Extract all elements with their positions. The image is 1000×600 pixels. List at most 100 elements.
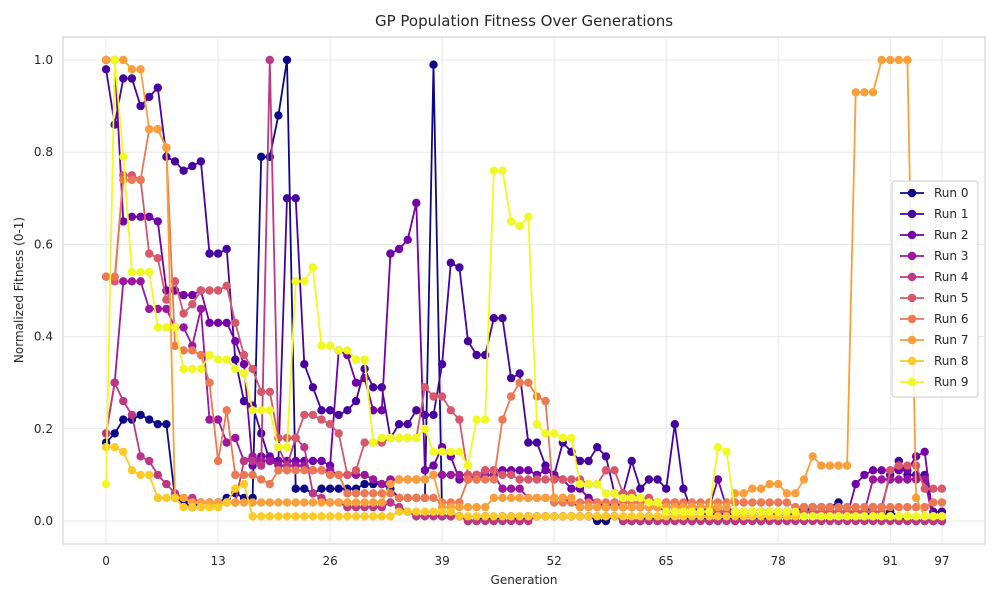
data-point <box>756 498 766 507</box>
data-point <box>282 443 292 452</box>
data-point <box>610 502 619 512</box>
data-point <box>446 406 455 415</box>
x-tick-label: 97 <box>934 554 949 568</box>
data-point <box>145 92 154 102</box>
data-point <box>179 290 188 300</box>
data-point <box>325 470 335 480</box>
data-point <box>213 318 223 327</box>
data-point <box>894 502 903 512</box>
data-point <box>532 420 542 429</box>
data-point <box>825 512 835 521</box>
data-point <box>274 443 283 452</box>
data-point <box>705 507 714 516</box>
data-point <box>886 466 895 475</box>
data-point <box>213 286 223 295</box>
data-point <box>894 512 903 521</box>
data-point <box>145 415 154 424</box>
data-point <box>377 489 386 498</box>
data-point <box>153 470 162 480</box>
data-point <box>205 286 214 295</box>
data-point <box>205 249 214 258</box>
data-point <box>455 502 464 512</box>
data-point <box>291 433 300 443</box>
data-point <box>351 489 361 498</box>
data-point <box>791 507 800 516</box>
data-point <box>868 475 878 484</box>
legend-swatch-marker <box>907 230 917 240</box>
data-point <box>782 489 791 498</box>
data-point <box>317 415 326 424</box>
data-point <box>136 410 145 420</box>
data-point <box>231 470 240 480</box>
data-point <box>343 470 352 480</box>
data-point <box>627 502 636 512</box>
data-point <box>119 217 128 226</box>
data-point <box>145 267 154 277</box>
data-point <box>110 272 119 281</box>
data-point <box>231 433 240 443</box>
data-point <box>412 475 421 484</box>
data-point <box>420 507 430 516</box>
data-point <box>412 433 421 443</box>
data-point <box>351 512 361 521</box>
data-point <box>670 507 679 516</box>
data-point <box>317 341 326 350</box>
legend-label: Run 3 <box>934 249 968 263</box>
data-point <box>403 433 412 443</box>
data-point <box>110 443 119 452</box>
data-point <box>799 475 809 484</box>
data-point <box>541 512 550 521</box>
data-point <box>851 479 860 489</box>
data-point <box>748 484 757 493</box>
data-point <box>713 502 723 512</box>
data-point <box>239 369 249 378</box>
data-point <box>317 498 326 507</box>
data-point <box>644 498 654 507</box>
data-point <box>567 433 576 443</box>
data-point <box>489 493 498 503</box>
data-point <box>101 272 111 281</box>
data-point <box>541 493 550 503</box>
legend-swatch-marker <box>907 293 917 303</box>
legend-label: Run 0 <box>934 186 968 200</box>
data-point <box>162 420 171 429</box>
data-point <box>498 415 507 424</box>
data-point <box>145 212 154 221</box>
data-point <box>239 498 249 507</box>
data-point <box>231 337 240 346</box>
data-point <box>360 489 369 498</box>
data-point <box>636 493 645 503</box>
data-point <box>670 420 679 429</box>
data-point <box>257 512 266 521</box>
data-point <box>325 512 335 521</box>
data-point <box>834 461 843 470</box>
data-point <box>317 466 326 475</box>
data-point <box>136 452 145 461</box>
data-point <box>524 466 533 475</box>
data-point <box>231 484 240 493</box>
data-point <box>886 502 895 512</box>
data-point <box>119 152 128 161</box>
data-point <box>515 493 524 503</box>
data-point <box>170 323 180 332</box>
data-point <box>575 502 585 512</box>
data-point <box>446 470 455 480</box>
data-point <box>541 466 550 475</box>
data-point <box>239 360 249 369</box>
data-point <box>748 498 757 507</box>
data-point <box>136 65 145 74</box>
data-point <box>765 479 774 489</box>
data-point <box>782 507 791 516</box>
data-point <box>550 493 559 503</box>
data-point <box>524 512 533 521</box>
data-point <box>584 479 593 489</box>
data-point <box>489 512 498 521</box>
data-point <box>394 507 404 516</box>
legend-label: Run 4 <box>934 270 968 284</box>
data-point <box>739 507 748 516</box>
data-point <box>334 410 343 420</box>
data-point <box>472 512 481 521</box>
data-point <box>179 323 188 332</box>
data-point <box>532 475 542 484</box>
